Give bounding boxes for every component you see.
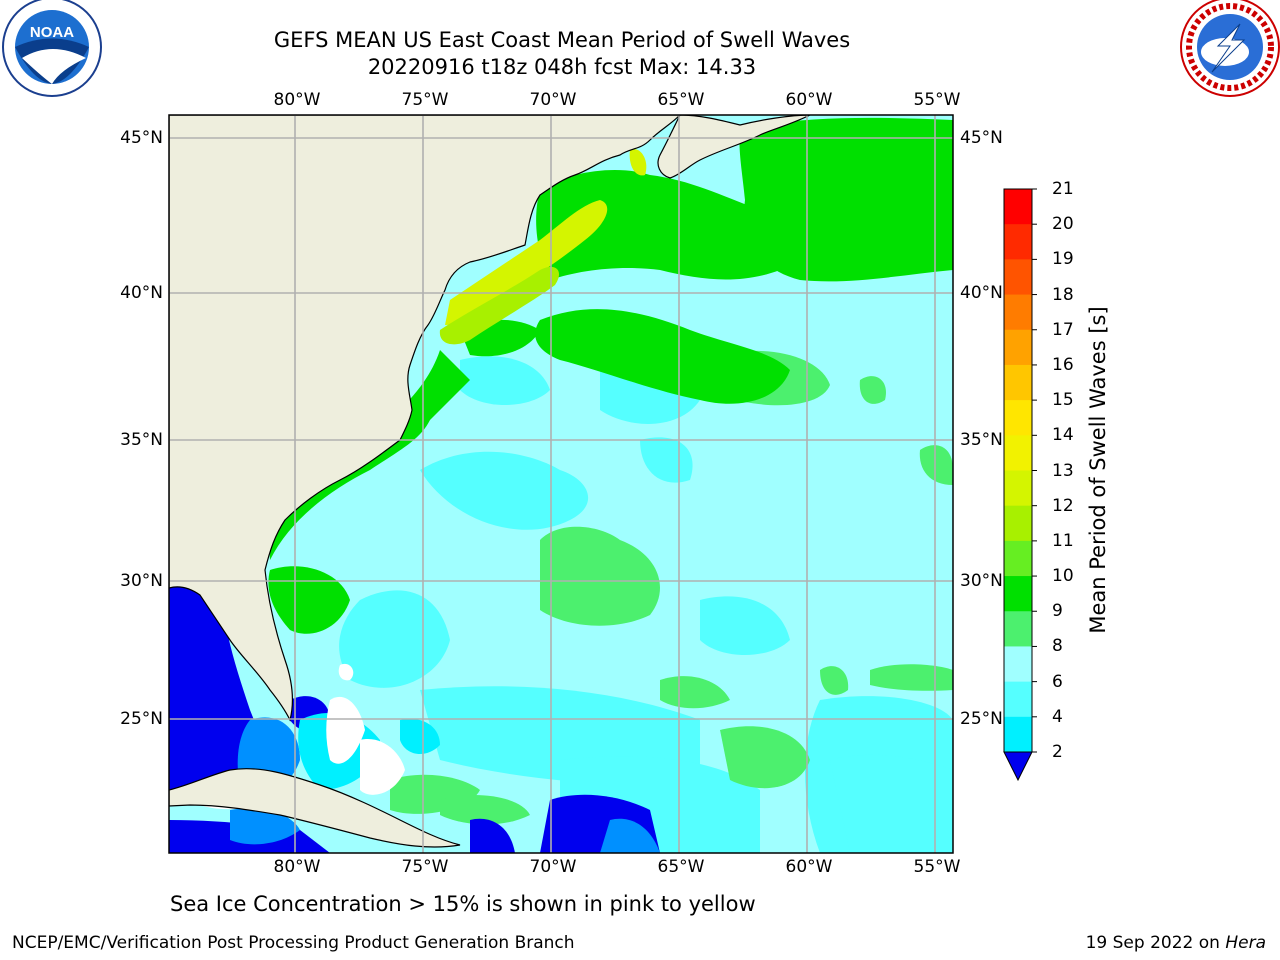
lon-label-top: 60°W (785, 90, 833, 110)
colorbar-segment (1004, 259, 1032, 296)
lat-label-left: 45°N (120, 128, 163, 148)
footer-date: 19 Sep 2022 on Hera (1086, 932, 1266, 954)
swell-period-12s-region (439, 266, 560, 345)
lon-label-top: 80°W (273, 90, 321, 110)
colorbar-segment (1004, 646, 1032, 683)
landmass (169, 115, 811, 848)
swell-period-7s-region (339, 356, 953, 853)
colorbar-segment (1004, 576, 1032, 612)
colorbar-tick-label: 21 (1052, 179, 1074, 199)
colorbar-segment (1004, 294, 1032, 331)
colorbar-tick-label: 17 (1052, 319, 1074, 340)
footer-machine: Hera (1225, 933, 1266, 953)
lon-label-bottom: 70°W (529, 857, 577, 877)
noaa-logo: NOAA (2, 0, 102, 97)
colorbar-segment (1004, 400, 1032, 436)
map-subtitle: 20220916 t18z 048h fcst Max: 14.33 (367, 55, 757, 79)
colorbar-tick-label: 13 (1052, 460, 1074, 481)
map-area (169, 115, 953, 853)
colorbar (1003, 188, 1037, 782)
colorbar-tick-label: 19 (1052, 249, 1074, 270)
colorbar-segment (1004, 470, 1032, 507)
colorbar-segment (1004, 189, 1032, 225)
lon-label-bottom: 65°W (657, 857, 705, 877)
colorbar-tick-label: 10 (1052, 566, 1074, 587)
colorbar-segment (1004, 540, 1032, 577)
sea-ice-caption: Sea Ice Concentration > 15% is shown in … (170, 892, 756, 916)
colorbar-segment (1004, 435, 1032, 471)
colorbar-tick-label: 18 (1052, 284, 1074, 305)
colorbar-segment (1004, 329, 1032, 366)
nws-logo (1180, 0, 1280, 97)
colorbar-tick-label: 16 (1052, 354, 1074, 375)
lat-label-right: 40°N (960, 283, 1003, 303)
lon-label-bottom: 80°W (273, 857, 321, 877)
footer-credit: NCEP/EMC/Verification Post Processing Pr… (12, 933, 575, 953)
colorbar-extend-arrow (1003, 751, 1033, 782)
lon-label-top: 55°W (913, 90, 961, 110)
lon-label-top: 65°W (657, 90, 705, 110)
lat-label-left: 25°N (120, 709, 163, 729)
lon-label-bottom: 75°W (401, 857, 449, 877)
colorbar-tick-label: 4 (1052, 706, 1063, 727)
colorbar-segment (1004, 364, 1032, 401)
lat-label-left: 40°N (120, 283, 163, 303)
footer-date-text: 19 Sep 2022 on (1085, 933, 1226, 953)
lat-label-left: 30°N (120, 571, 163, 591)
graticule (169, 115, 953, 853)
colorbar-tick-label: 8 (1052, 636, 1063, 657)
colorbar-tick-label: 2 (1052, 742, 1063, 762)
colorbar-segment (1004, 681, 1032, 718)
colorbar-segment (1004, 611, 1032, 647)
lon-label-bottom: 60°W (785, 857, 833, 877)
colorbar-tick-label: 20 (1052, 214, 1074, 235)
colorbar-tick-label: 6 (1052, 671, 1063, 692)
lat-label-right: 30°N (960, 571, 1003, 591)
colorbar-tick-label: 15 (1052, 390, 1074, 411)
colorbar-segment (1004, 224, 1032, 260)
map-title: GEFS MEAN US East Coast Mean Period of S… (273, 28, 851, 52)
colorbar-label: Mean Period of Swell Waves [s] (1086, 306, 1110, 634)
noaa-logo-text: NOAA (30, 24, 74, 41)
lon-label-top: 75°W (401, 90, 449, 110)
colorbar-tick-label: 9 (1052, 601, 1063, 622)
lat-label-right: 45°N (960, 128, 1003, 148)
colorbar-segment (1004, 716, 1032, 753)
lat-label-left: 35°N (120, 430, 163, 450)
map-frame (168, 114, 954, 854)
colorbar-tick-label: 14 (1052, 425, 1074, 446)
lon-label-top: 70°W (529, 90, 577, 110)
lat-label-right: 25°N (960, 709, 1003, 729)
colorbar-tick-label: 12 (1052, 495, 1074, 516)
colorbar-tick-label: 11 (1052, 530, 1074, 551)
lon-label-bottom: 55°W (913, 857, 961, 877)
colorbar-segment (1004, 505, 1032, 542)
lat-label-right: 35°N (960, 430, 1003, 450)
